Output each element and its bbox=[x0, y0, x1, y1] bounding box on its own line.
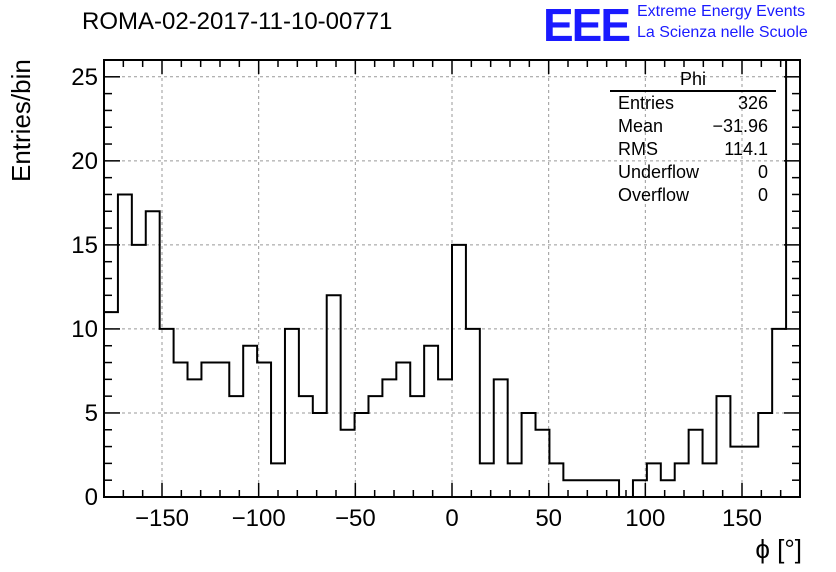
stats-value: −31.96 bbox=[712, 116, 768, 136]
x-axis-label: ϕ [°] bbox=[755, 534, 802, 564]
y-tick-label: 25 bbox=[71, 64, 98, 91]
histogram-bin bbox=[772, 329, 786, 497]
histogram-bin bbox=[174, 363, 188, 497]
stats-label: Overflow bbox=[618, 185, 690, 205]
logo-subtitle-2: La Scienza nelle Scuole bbox=[637, 24, 808, 41]
x-tick-label: −50 bbox=[335, 505, 376, 532]
y-tick-label: 15 bbox=[71, 232, 98, 259]
histogram-bin bbox=[716, 396, 730, 497]
stats-value: 114.1 bbox=[724, 139, 768, 159]
x-tick-label: −150 bbox=[135, 505, 189, 532]
stats-label: Entries bbox=[618, 93, 675, 113]
histogram-bin bbox=[327, 295, 341, 497]
histogram-bin bbox=[563, 480, 577, 497]
histogram-bin bbox=[396, 363, 410, 497]
y-tick-label: 20 bbox=[71, 148, 98, 175]
stats-label: Underflow bbox=[618, 162, 700, 182]
y-tick-label: 0 bbox=[85, 484, 98, 511]
logo-subtitle-1: Extreme Energy Events bbox=[637, 3, 806, 20]
histogram-bin bbox=[758, 413, 772, 497]
histogram-bin bbox=[703, 463, 717, 497]
histogram-bin bbox=[410, 396, 424, 497]
x-tick-label: 50 bbox=[535, 505, 562, 532]
x-tick-label: −100 bbox=[232, 505, 286, 532]
x-tick-label: 0 bbox=[445, 505, 458, 532]
stats-label: RMS bbox=[618, 139, 658, 159]
histogram-bin bbox=[118, 194, 132, 497]
stats-row-mean: Mean −31.96 bbox=[610, 115, 776, 138]
stats-label: Mean bbox=[618, 116, 664, 136]
histogram-bin bbox=[146, 211, 160, 497]
histogram-bin bbox=[480, 463, 494, 497]
histogram-bin bbox=[647, 463, 661, 497]
histogram-bin bbox=[494, 379, 508, 497]
histogram-bin bbox=[549, 463, 563, 497]
stats-row-entries: Entries 326 bbox=[610, 92, 776, 115]
histogram-bin bbox=[591, 480, 605, 497]
histogram-bin bbox=[188, 379, 202, 497]
stats-row-rms: RMS 114.1 bbox=[610, 138, 776, 161]
stats-row-overflow: Overflow 0 bbox=[610, 184, 776, 207]
x-tick-label: 150 bbox=[722, 505, 762, 532]
histogram-bin bbox=[341, 430, 355, 497]
stats-box: Phi Entries 326 Mean −31.96 RMS 114.1 Un… bbox=[610, 68, 776, 207]
histogram-bin bbox=[466, 329, 480, 497]
histogram-bin bbox=[132, 245, 146, 497]
histogram-bin bbox=[243, 346, 257, 497]
stats-row-underflow: Underflow 0 bbox=[610, 161, 776, 184]
stats-value: 0 bbox=[757, 185, 768, 205]
histogram-bin bbox=[215, 363, 229, 497]
histogram-bin bbox=[257, 363, 271, 497]
histogram-bin bbox=[744, 447, 758, 497]
histogram-bin bbox=[201, 363, 215, 497]
stats-value: 326 bbox=[737, 93, 768, 113]
histogram-bin bbox=[299, 396, 313, 497]
histogram-bin bbox=[160, 329, 174, 497]
histogram-bin bbox=[424, 346, 438, 497]
histogram-bin bbox=[313, 413, 327, 497]
eee-logo: EEE bbox=[543, 0, 631, 51]
chart-title: ROMA-02-2017-11-10-00771 bbox=[82, 8, 393, 35]
histogram-bin bbox=[355, 413, 369, 497]
histogram-bin bbox=[689, 430, 703, 497]
histogram-bin bbox=[285, 329, 299, 497]
histogram-bin bbox=[104, 312, 118, 497]
histogram-bin bbox=[229, 396, 243, 497]
histogram-bin bbox=[522, 413, 536, 497]
histogram-bin bbox=[675, 463, 689, 497]
y-tick-label: 10 bbox=[71, 316, 98, 343]
histogram-bin bbox=[452, 245, 466, 497]
histogram-outline bbox=[103, 59, 801, 498]
histogram-bin bbox=[661, 480, 675, 497]
histogram-bin bbox=[368, 396, 382, 497]
x-tick-label: 100 bbox=[625, 505, 665, 532]
histogram-bin bbox=[382, 379, 396, 497]
histogram-bin bbox=[536, 430, 550, 497]
stats-value: 0 bbox=[757, 162, 768, 182]
stats-title: Phi bbox=[610, 68, 776, 92]
histogram-bin bbox=[438, 379, 452, 497]
histogram-bin bbox=[577, 480, 591, 497]
y-tick-label: 5 bbox=[85, 400, 98, 427]
